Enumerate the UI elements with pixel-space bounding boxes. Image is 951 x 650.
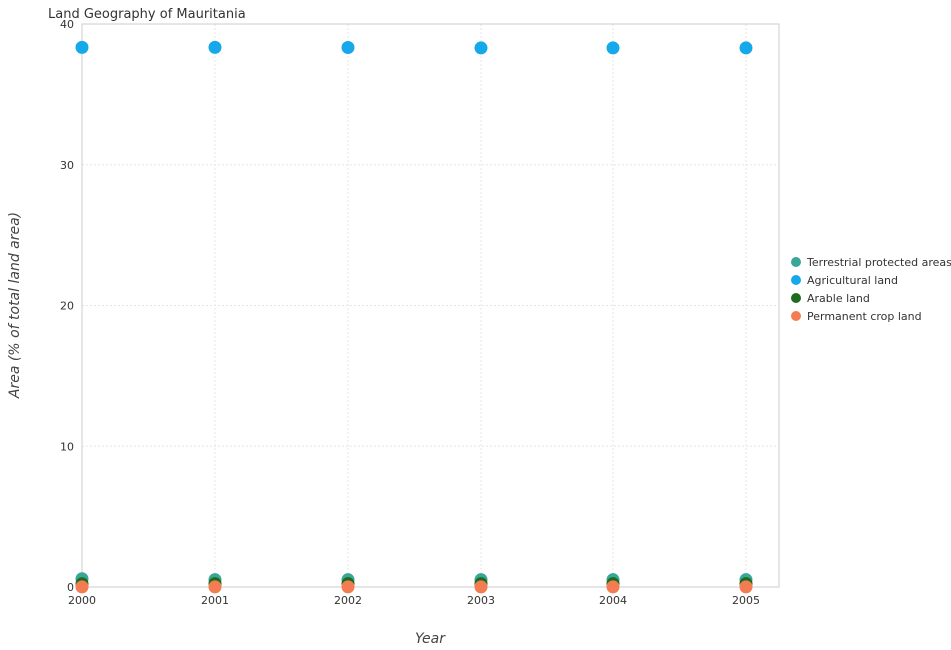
y-tick-label: 30 — [60, 159, 74, 172]
y-tick-label: 10 — [60, 440, 74, 453]
data-point — [739, 41, 753, 55]
legend-label: Arable land — [807, 292, 870, 305]
legend-marker — [791, 275, 801, 285]
data-point — [474, 41, 488, 55]
x-ticks: 2000 2001 2002 2003 2004 2005 — [68, 594, 760, 607]
y-tick-label: 20 — [60, 300, 74, 313]
legend: Terrestrial protected areas Agricultural … — [791, 256, 951, 323]
legend-label: Agricultural land — [807, 274, 898, 287]
x-tick-label: 2001 — [201, 594, 229, 607]
data-point — [474, 580, 488, 594]
data-point — [208, 40, 222, 54]
data-point — [75, 580, 89, 594]
x-tick-label: 2003 — [467, 594, 495, 607]
legend-marker — [791, 257, 801, 267]
x-axis-label: Year — [415, 631, 446, 647]
y-ticks: 0 10 20 30 40 — [60, 18, 74, 594]
data-point — [75, 40, 89, 54]
plot-area — [81, 23, 780, 588]
x-tick-label: 2005 — [732, 594, 760, 607]
x-tick-label: 2002 — [334, 594, 362, 607]
chart-title: Land Geography of Mauritania — [48, 7, 246, 22]
y-axis-label: Area (% of total land area) — [7, 212, 23, 399]
legend-label: Terrestrial protected areas — [806, 256, 951, 269]
data-point — [606, 41, 620, 55]
data-point — [606, 580, 620, 594]
data-point — [341, 41, 355, 55]
data-points — [75, 40, 753, 594]
legend-label: Permanent crop land — [807, 310, 922, 323]
x-tick-label: 2000 — [68, 594, 96, 607]
legend-marker — [791, 311, 801, 321]
y-tick-label: 0 — [67, 581, 74, 594]
y-tick-label: 40 — [60, 18, 74, 31]
x-tick-label: 2004 — [599, 594, 627, 607]
legend-marker — [791, 293, 801, 303]
data-point — [341, 580, 355, 594]
grid — [81, 23, 779, 588]
data-point — [739, 580, 753, 594]
data-point — [208, 580, 222, 594]
